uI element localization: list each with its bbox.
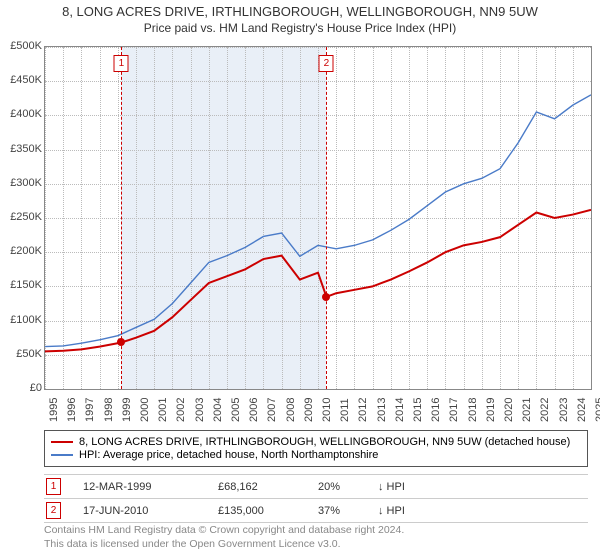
xtick-label: 1996 xyxy=(66,398,78,422)
sale-dot xyxy=(117,338,125,346)
ytick-label: £350K xyxy=(10,143,42,155)
event-price: £68,162 xyxy=(218,481,318,493)
event-note: ↓ HPI xyxy=(378,505,405,517)
ytick-label: £450K xyxy=(10,74,42,86)
legend-row-hpi: HPI: Average price, detached house, Nort… xyxy=(51,449,581,461)
event-row: 1 12-MAR-1999£68,16220%↓ HPI xyxy=(44,474,588,499)
legend-row-property: 8, LONG ACRES DRIVE, IRTHLINGBOROUGH, WE… xyxy=(51,436,581,448)
event-price: £135,000 xyxy=(218,505,318,517)
line-series-svg xyxy=(45,47,591,389)
gridline-h xyxy=(45,389,591,390)
footer-note: Contains HM Land Registry data © Crown c… xyxy=(44,524,404,551)
xtick-label: 2011 xyxy=(339,398,351,422)
xtick-label: 2004 xyxy=(212,398,224,422)
event-marker: 1 xyxy=(114,55,129,72)
xtick-label: 2020 xyxy=(503,398,515,422)
xtick-label: 2023 xyxy=(558,398,570,422)
xtick-label: 1997 xyxy=(84,398,96,422)
xtick-label: 2008 xyxy=(285,398,297,422)
chart-title: 8, LONG ACRES DRIVE, IRTHLINGBOROUGH, WE… xyxy=(0,4,600,19)
legend-label-hpi: HPI: Average price, detached house, Nort… xyxy=(79,449,378,461)
ytick-label: £150K xyxy=(10,279,42,291)
event-pct: 37% xyxy=(318,505,378,517)
xtick-label: 1998 xyxy=(103,398,115,422)
event-note: ↓ HPI xyxy=(378,481,405,493)
events-table: 1 12-MAR-1999£68,16220%↓ HPI 2 17-JUN-2010£… xyxy=(44,474,588,523)
ytick-label: £100K xyxy=(10,314,42,326)
xtick-label: 2003 xyxy=(194,398,206,422)
footer-line-2: This data is licensed under the Open Gov… xyxy=(44,538,404,552)
legend-swatch-property xyxy=(51,441,73,443)
event-line xyxy=(326,47,327,389)
xtick-label: 2009 xyxy=(303,398,315,422)
xtick-label: 2025 xyxy=(594,398,600,422)
event-num: 1 xyxy=(46,478,61,495)
chart-container: 8, LONG ACRES DRIVE, IRTHLINGBOROUGH, WE… xyxy=(0,0,600,560)
xtick-label: 2016 xyxy=(430,398,442,422)
ytick-label: £200K xyxy=(10,245,42,257)
gridline-v xyxy=(591,47,592,389)
event-date: 12-MAR-1999 xyxy=(83,481,218,493)
xtick-label: 2006 xyxy=(248,398,260,422)
ytick-label: £50K xyxy=(16,348,42,360)
ytick-label: £400K xyxy=(10,108,42,120)
series-line-hpi xyxy=(45,95,591,347)
event-marker: 2 xyxy=(319,55,334,72)
xtick-label: 2018 xyxy=(467,398,479,422)
xtick-label: 1999 xyxy=(121,398,133,422)
plot-area: 12 xyxy=(44,46,592,390)
xtick-label: 2010 xyxy=(321,398,333,422)
xtick-label: 2002 xyxy=(175,398,187,422)
xtick-label: 2017 xyxy=(448,398,460,422)
ytick-label: £500K xyxy=(10,40,42,52)
xtick-label: 2001 xyxy=(157,398,169,422)
event-date: 17-JUN-2010 xyxy=(83,505,218,517)
sale-dot xyxy=(322,293,330,301)
xtick-label: 1995 xyxy=(48,398,60,422)
xtick-label: 2019 xyxy=(485,398,497,422)
xtick-label: 2005 xyxy=(230,398,242,422)
series-line-property xyxy=(45,210,591,352)
ytick-label: £0 xyxy=(30,382,42,394)
event-pct: 20% xyxy=(318,481,378,493)
legend-label-property: 8, LONG ACRES DRIVE, IRTHLINGBOROUGH, WE… xyxy=(79,436,570,448)
title-block: 8, LONG ACRES DRIVE, IRTHLINGBOROUGH, WE… xyxy=(0,0,600,35)
event-num: 2 xyxy=(46,502,61,519)
chart-subtitle: Price paid vs. HM Land Registry's House … xyxy=(0,21,600,35)
ytick-label: £250K xyxy=(10,211,42,223)
xtick-label: 2000 xyxy=(139,398,151,422)
xtick-label: 2021 xyxy=(521,398,533,422)
xtick-label: 2007 xyxy=(266,398,278,422)
xtick-label: 2015 xyxy=(412,398,424,422)
footer-line-1: Contains HM Land Registry data © Crown c… xyxy=(44,524,404,538)
event-row: 2 17-JUN-2010£135,00037%↓ HPI xyxy=(44,499,588,523)
xtick-label: 2013 xyxy=(376,398,388,422)
legend: 8, LONG ACRES DRIVE, IRTHLINGBOROUGH, WE… xyxy=(44,430,588,467)
xtick-label: 2022 xyxy=(539,398,551,422)
xtick-label: 2024 xyxy=(576,398,588,422)
legend-swatch-hpi xyxy=(51,454,73,456)
ytick-label: £300K xyxy=(10,177,42,189)
xtick-label: 2012 xyxy=(357,398,369,422)
xtick-label: 2014 xyxy=(394,398,406,422)
